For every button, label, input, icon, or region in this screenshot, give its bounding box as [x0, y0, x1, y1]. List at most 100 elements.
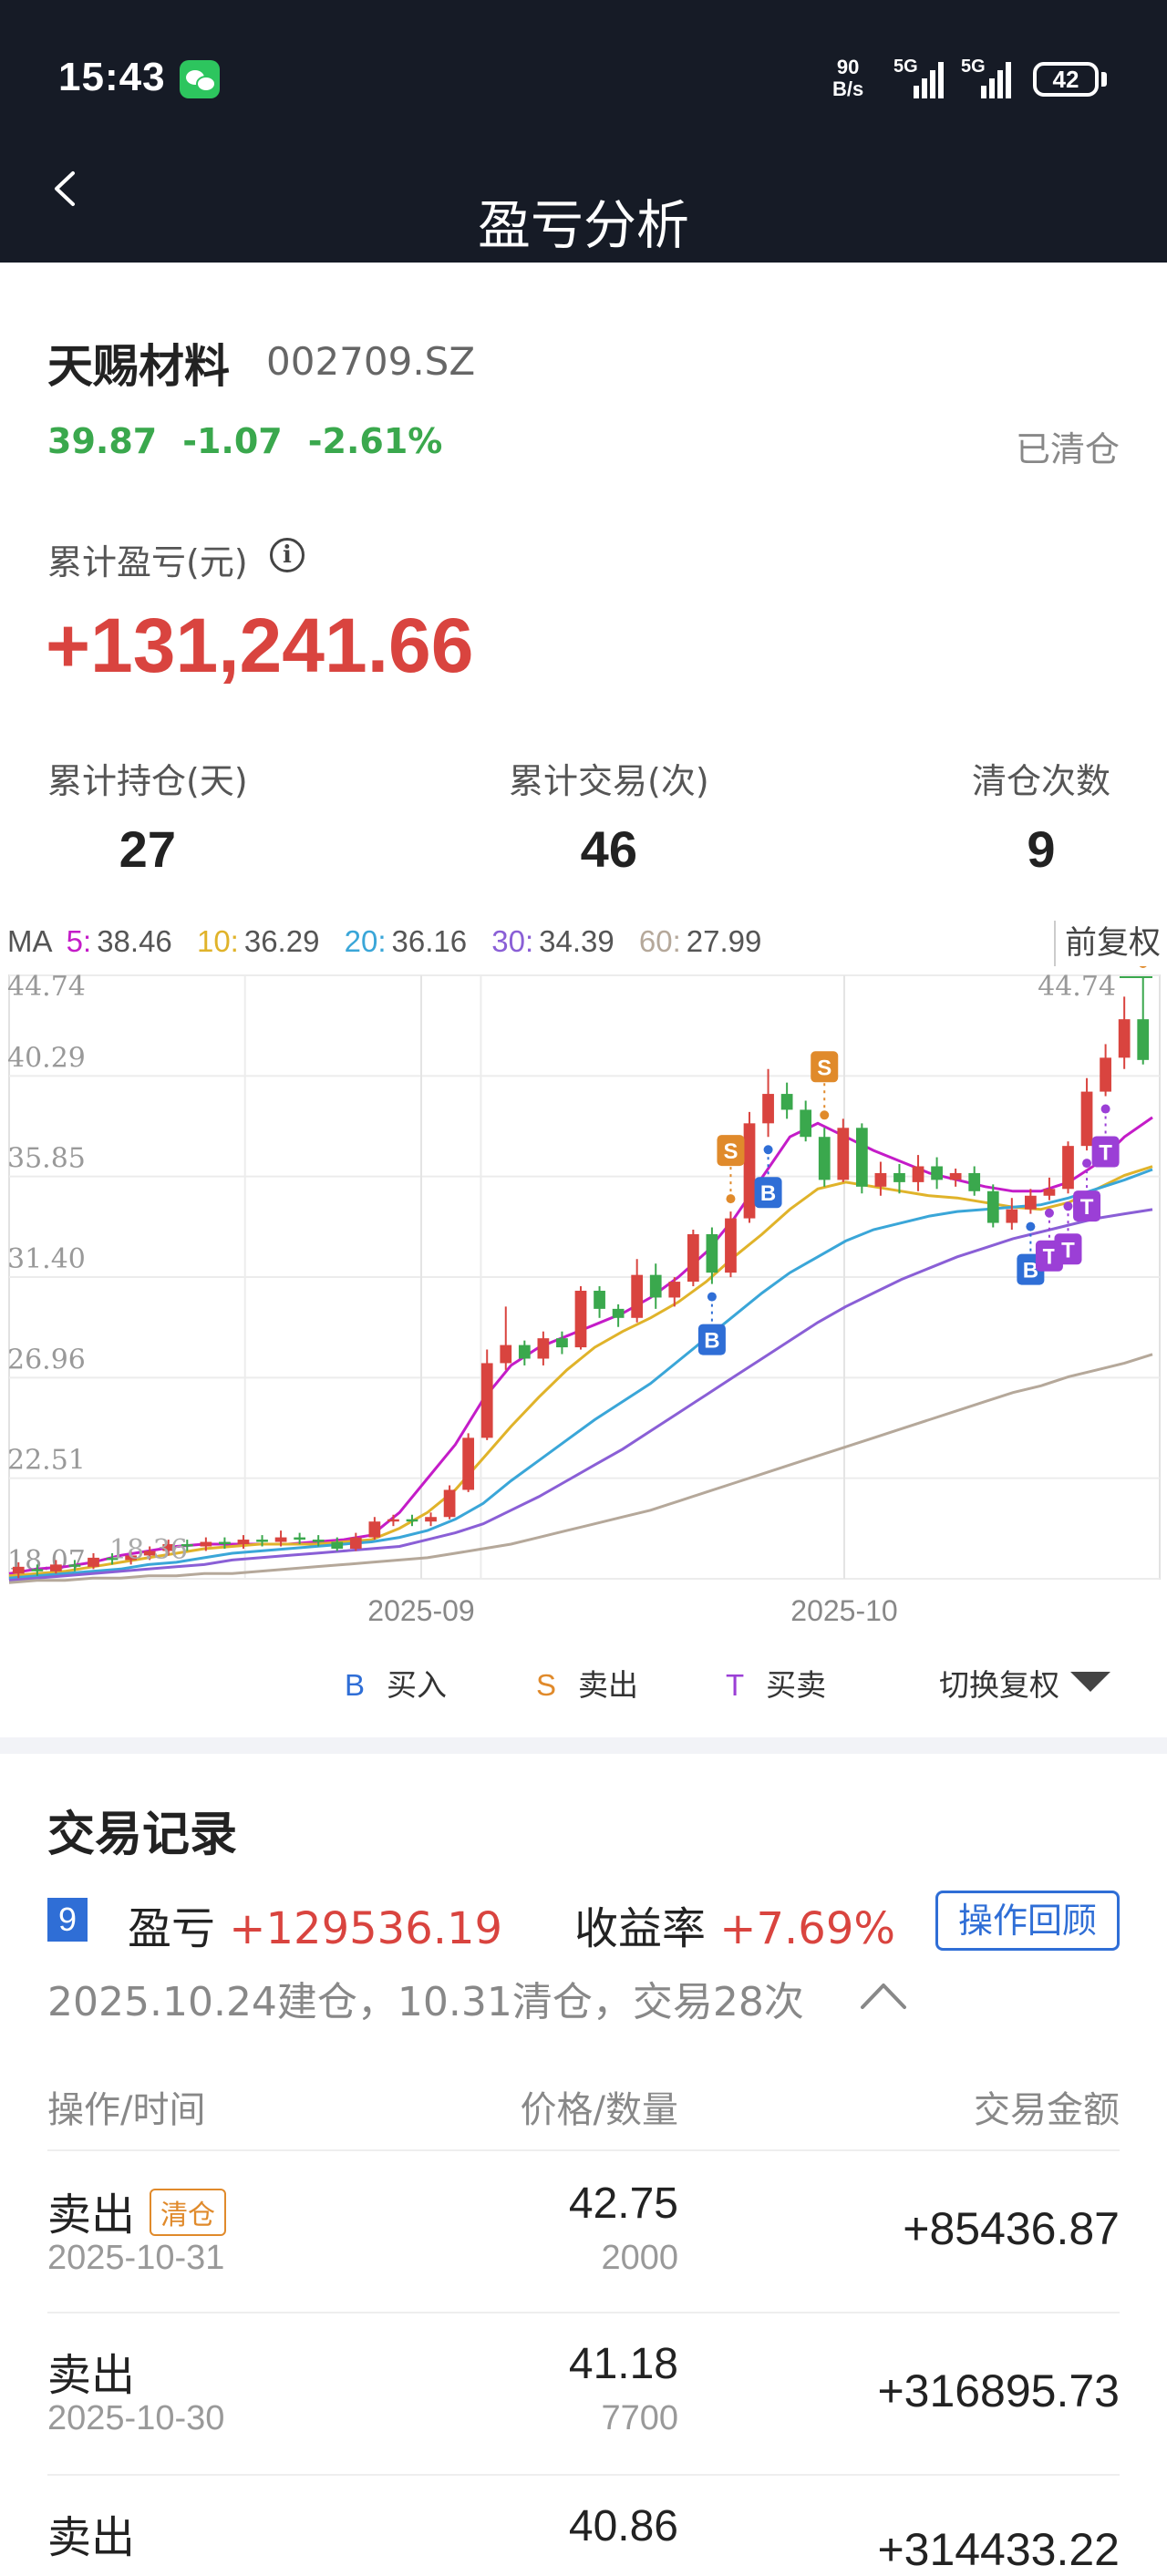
- candle-body: [668, 1282, 681, 1298]
- candle-body: [200, 1541, 212, 1547]
- round-pl-label: 盈亏: [128, 1903, 216, 1954]
- battery-icon: 42: [1033, 62, 1099, 97]
- trade-marker-s: [811, 1051, 839, 1083]
- round-pl: 盈亏 +129536.19: [128, 1892, 502, 1956]
- ma-line-ma60: [8, 1353, 1153, 1584]
- ma20-key: 20:: [344, 924, 387, 958]
- candle-body: [237, 1540, 250, 1545]
- ma60-key: 60:: [638, 924, 681, 958]
- trade-marker-t: [1054, 1233, 1082, 1265]
- candle-body: [443, 1489, 456, 1518]
- trade-op-label: 卖出: [47, 2190, 136, 2241]
- position-status: 已清仓: [1015, 429, 1120, 469]
- row-divider: [47, 2312, 1120, 2313]
- candle-body: [725, 1218, 737, 1273]
- clear-position-tag: 清仓: [150, 2189, 227, 2236]
- low-price-label: 18.36: [109, 1534, 188, 1566]
- row-divider: [47, 2474, 1120, 2476]
- info-icon[interactable]: i: [270, 538, 305, 572]
- stock-price: 39.87: [47, 421, 158, 461]
- candle-body: [780, 1094, 793, 1110]
- switch-adjust-button[interactable]: 切换复权: [939, 1667, 1059, 1703]
- stat-value: 9: [1027, 820, 1056, 878]
- adjust-mode-label[interactable]: 前复权: [1054, 921, 1167, 966]
- candle-body: [818, 1137, 831, 1180]
- chevron-up-icon[interactable]: [859, 1978, 908, 2014]
- ma10-value: 36.29: [243, 924, 320, 958]
- candle-body: [406, 1519, 418, 1522]
- round-summary: 2025.10.24建仓，10.31清仓，交易28次: [47, 1979, 804, 2025]
- candle-body: [106, 1557, 119, 1561]
- x-tick-label: 2025-10: [790, 1594, 897, 1627]
- candle-body: [331, 1541, 344, 1549]
- candle-body: [574, 1291, 587, 1348]
- trade-date: 2025-10-30: [47, 2399, 225, 2437]
- price-line: 39.87 -1.07 -2.61%: [47, 421, 468, 461]
- stat-label: 累计持仓(天): [47, 761, 248, 801]
- candle-body: [68, 1564, 81, 1567]
- candle-body: [893, 1172, 905, 1182]
- back-arrow-icon[interactable]: [46, 170, 84, 208]
- marker-dot: [1100, 1104, 1110, 1114]
- y-tick-label: 26.96: [7, 1344, 86, 1376]
- candle-body: [706, 1233, 718, 1273]
- net-speed-unit: B/s: [832, 77, 864, 100]
- candle-body: [219, 1541, 231, 1545]
- row-divider: [47, 2149, 1120, 2151]
- ma10-key: 10:: [196, 924, 239, 958]
- candle-body: [387, 1519, 399, 1522]
- column-header-op: 操作/时间: [47, 2089, 206, 2131]
- candle-body: [986, 1190, 999, 1223]
- stat-label: 累计交易(次): [509, 761, 709, 801]
- trade-marker-b: [754, 1177, 782, 1209]
- trade-marker-label: T: [1061, 1238, 1075, 1262]
- legend-buy-label: 买入: [387, 1667, 448, 1703]
- caret-down-icon[interactable]: [1070, 1672, 1110, 1692]
- stat-value: 27: [119, 820, 176, 878]
- signal-label: 5G: [961, 57, 986, 77]
- candle-body: [125, 1555, 137, 1561]
- net-speed-value: 90: [836, 56, 860, 78]
- marker-dot: [707, 1292, 717, 1302]
- trade-op: 卖出: [47, 2512, 136, 2563]
- trade-amount: +314433.22: [877, 2524, 1120, 2575]
- round-rate-label: 收益率: [574, 1903, 707, 1954]
- cumulative-pl-label: 累计盈亏(元): [47, 542, 248, 582]
- candle-body: [1080, 1091, 1093, 1147]
- net-speed: 90 B/s: [832, 57, 863, 100]
- candle-body: [537, 1338, 550, 1359]
- trade-marker-b: [697, 1324, 726, 1355]
- trade-date: 2025-10-31: [47, 2239, 225, 2277]
- marker-dot: [1026, 1221, 1036, 1231]
- trade-op: 卖出: [47, 2350, 136, 2401]
- candle-body: [556, 1338, 568, 1348]
- y-tick-label: 22.51: [7, 1445, 86, 1477]
- trade-marker-label: S: [817, 1056, 831, 1080]
- operation-review-button[interactable]: 操作回顾: [935, 1891, 1120, 1951]
- candle-body: [594, 1291, 605, 1309]
- marker-dot: [763, 1145, 773, 1155]
- stock-code: 002709.SZ: [266, 339, 476, 384]
- candle-body: [518, 1345, 531, 1359]
- trade-amount: +316895.73: [877, 2365, 1120, 2416]
- x-tick-label: 2025-09: [367, 1594, 474, 1627]
- candle-body: [1043, 1189, 1056, 1196]
- candle-body: [462, 1437, 475, 1490]
- ma60-value: 27.99: [686, 924, 762, 958]
- kline-chart[interactable]: 44.7440.2935.8531.4026.9622.5118.072025-…: [0, 966, 1167, 1641]
- trade-marker-label: B: [704, 1329, 719, 1354]
- stat-value: 46: [580, 820, 637, 878]
- candle-body: [181, 1544, 193, 1547]
- candle-body: [50, 1564, 62, 1571]
- legend-sell-key: S: [536, 1668, 557, 1702]
- high-price-label: 44.74: [1038, 971, 1116, 1003]
- trade-marker-t: [1091, 1136, 1120, 1168]
- candle-body: [949, 1172, 962, 1180]
- marker-dot: [1044, 1208, 1054, 1218]
- ma-line-ma30: [8, 1208, 1153, 1582]
- candle-body: [480, 1363, 493, 1438]
- status-time: 15:43: [58, 55, 166, 99]
- candle-body: [800, 1109, 812, 1138]
- candle-body: [1118, 1019, 1131, 1058]
- candle-body: [88, 1557, 99, 1567]
